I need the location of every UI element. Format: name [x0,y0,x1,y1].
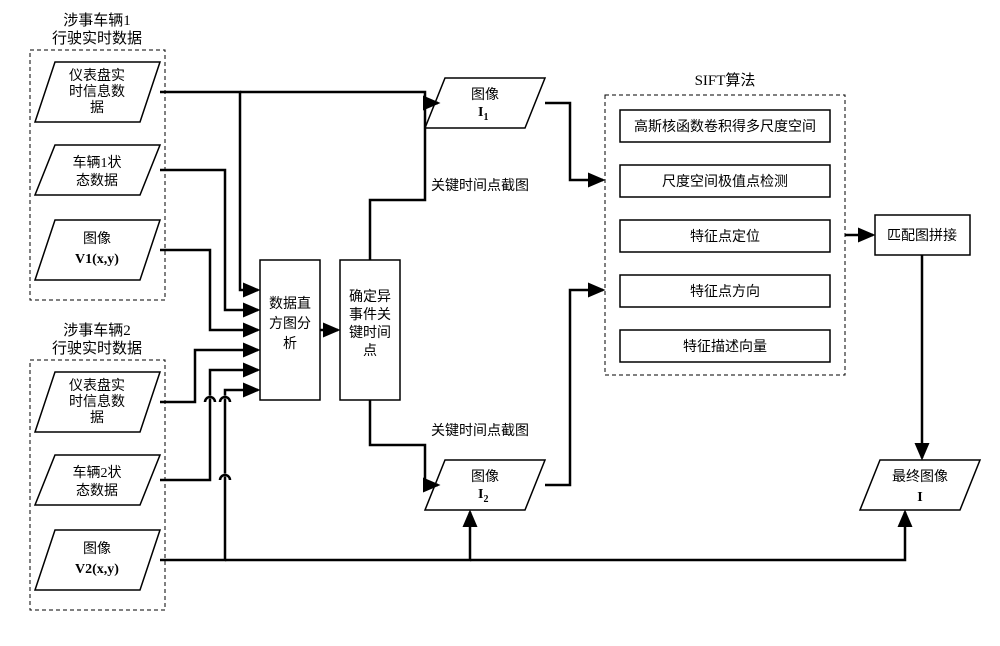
kt-l4: 点 [363,343,377,359]
arrow-keytime-i2 [370,400,438,485]
arrow-i2-sift [545,290,603,485]
g1-box1-l2: 时信息数 [69,83,125,100]
g1-box1-l3: 据 [90,100,104,116]
g1-box1-l1: 仪表盘实 [69,67,125,84]
screenshot-label-1: 关键时间点截图 [431,178,529,194]
hist-l1: 数据直 [269,295,311,312]
kt-l1: 确定异 [349,289,391,305]
arrow-i2-final [470,512,905,560]
group2-title-l1: 涉事车辆2 [63,322,131,339]
screenshot-label-2: 关键时间点截图 [431,423,529,439]
g2-box2-l2: 态数据 [76,483,118,499]
final-l1: 最终图像 [892,469,948,485]
arrow-g2b2-hist [160,370,258,480]
g1-image-data [35,220,160,280]
kt-l2: 事件关 [349,307,391,323]
g1-box3-l1: 图像 [83,231,111,247]
g2-box1-l3: 据 [90,410,104,426]
flowchart-diagram: 涉事车辆1 行驶实时数据 仪表盘实 时信息数 据 车辆1状 态数据 图像 V1(… [0,0,1000,646]
kt-l3: 键时间 [349,325,391,341]
g2-box3-l1: 图像 [83,541,111,557]
arrow-v2-i2 [225,512,470,560]
final-l2: I [917,490,922,505]
g2-box1-l1: 仪表盘实 [69,377,125,394]
g2-box2-l1: 车辆2状 [73,464,122,481]
g1-box2-l1: 车辆1状 [73,154,122,171]
hist-l2: 方图分 [269,316,311,332]
g1-box3-l2: V1(x,y) [75,252,119,267]
group2-title-l2: 行驶实时数据 [52,340,142,357]
sift-s3-text: 特征点定位 [690,229,760,245]
g2-box1-l2: 时信息数 [69,393,125,410]
arrow-v1-i1 [240,92,425,103]
group1-title-l2: 行驶实时数据 [52,30,142,47]
arrow-i1-sift [545,103,603,180]
g2-box3-l2: V2(x,y) [75,562,119,577]
sift-title: SIFT算法 [695,71,756,89]
group1-title-l1: 涉事车辆1 [63,12,131,29]
hist-l3: 析 [283,336,297,352]
sift-s4-text: 特征点方向 [690,284,760,300]
sift-s5-text: 特征描述向量 [683,339,767,355]
i2-l1: 图像 [471,469,499,485]
stitch-text: 匹配图拼接 [887,227,957,244]
g2-image-data [35,530,160,590]
sift-s1-text: 高斯核函数卷积得多尺度空间 [634,118,816,135]
g1-box2-l2: 态数据 [76,173,118,189]
sift-s2-text: 尺度空间极值点检测 [662,174,788,190]
i1-l1: 图像 [471,87,499,103]
